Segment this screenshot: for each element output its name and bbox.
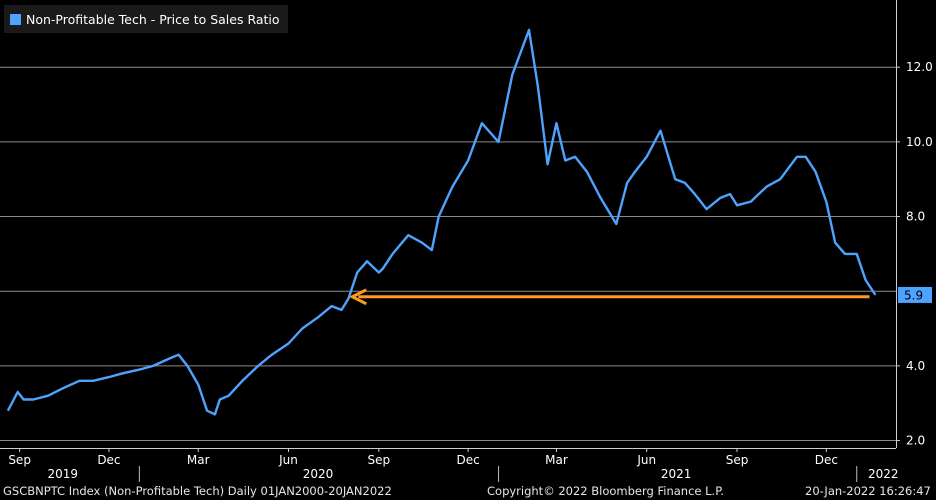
x-tick-label: Mar (187, 453, 210, 467)
annotation-arrow-head (348, 288, 367, 306)
chart-legend: Non-Profitable Tech - Price to Sales Rat… (4, 5, 288, 33)
last-value-label: 5.9 (904, 288, 923, 302)
year-label: 2019 (48, 467, 79, 481)
series-line (6, 28, 877, 416)
x-tick-label: Sep (368, 453, 391, 467)
y-tick-label: 10.0 (906, 135, 933, 149)
x-tick-label: Sep (8, 453, 31, 467)
chart-svg: 2.0 4.0 8.0 10.0 12.0 Sep Dec Mar Jun Sep Dec Mar Ju… (0, 0, 933, 482)
legend-label: Non-Profitable Tech - Price to Sales Rat… (26, 11, 280, 27)
legend-swatch (10, 13, 21, 25)
footer-copyright: Copyright© 2022 Bloomberg Finance L.P. (487, 484, 724, 498)
y-tick-label: 8.0 (906, 210, 925, 224)
x-tick-label: Dec (97, 453, 120, 467)
x-tick-label: Sep (726, 453, 749, 467)
footer-timestamp: 20-Jan-2022 16:26:47 (805, 484, 931, 498)
last-value-tag (898, 286, 932, 303)
year-label: 2020 (303, 467, 334, 481)
y-tick-label: 4.0 (906, 359, 925, 373)
year-label: 2022 (868, 467, 899, 481)
year-label: 2021 (661, 467, 692, 481)
x-tick-label: Dec (457, 453, 480, 467)
x-tick-label: Jun (636, 453, 656, 467)
x-tick-label: Mar (545, 453, 568, 467)
x-tick-label: Dec (815, 453, 838, 467)
footer-bar: GSCBNPTC Index (Non-Profitable Tech) Dai… (0, 483, 936, 500)
y-tick-label: 2.0 (906, 434, 925, 448)
footer-index-info: GSCBNPTC Index (Non-Profitable Tech) Dai… (3, 484, 392, 498)
x-tick-label: Jun (278, 453, 298, 467)
y-tick-label: 12.0 (906, 60, 933, 74)
